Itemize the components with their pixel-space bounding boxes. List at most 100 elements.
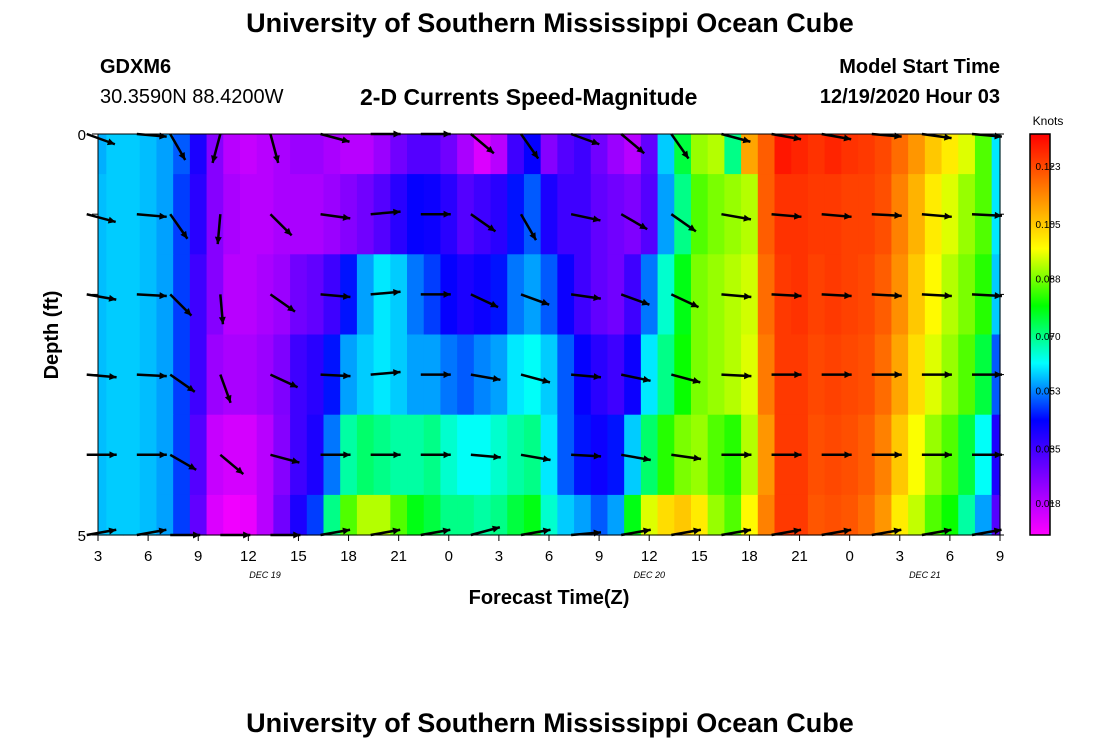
current-arrow — [671, 527, 702, 537]
heatmap-cell — [757, 254, 776, 336]
x-tick-label: 6 — [545, 548, 553, 565]
heatmap-cell — [206, 334, 224, 416]
heatmap-cell — [624, 174, 642, 255]
heatmap-cell — [423, 494, 442, 536]
arrow-head — [793, 212, 802, 220]
x-tick-label: 6 — [144, 548, 152, 565]
arrow-head — [844, 212, 852, 220]
arrow-head — [289, 381, 298, 388]
heatmap-cell — [189, 134, 208, 175]
heatmap-cell — [373, 254, 391, 336]
heatmap-cell — [841, 174, 859, 255]
heatmap-cell — [290, 334, 308, 416]
arrow-head — [186, 384, 195, 392]
heatmap-cell — [858, 134, 876, 175]
arrow-head — [224, 394, 232, 403]
heatmap-cell — [690, 334, 709, 416]
heatmap-cell — [574, 494, 592, 536]
arrow-head — [944, 212, 952, 220]
arrow-head — [284, 227, 292, 236]
arrow-head — [743, 527, 751, 535]
current-arrow — [571, 373, 602, 381]
arrow-head — [593, 294, 601, 302]
current-arrow — [670, 293, 700, 309]
heatmap-cell — [624, 334, 642, 416]
heatmap-cell — [98, 134, 107, 175]
heatmap-cell — [407, 414, 425, 496]
current-arrow — [821, 132, 852, 142]
heatmap-cell — [707, 334, 725, 416]
model-start-label: Model Start Time — [839, 56, 1000, 78]
heatmap-cell — [223, 414, 241, 496]
heatmap-cell — [674, 494, 692, 536]
x-tick-label: 21 — [791, 548, 808, 565]
arrow-head — [159, 372, 167, 380]
arrow-head — [106, 138, 115, 146]
heatmap-cell — [156, 174, 174, 255]
date-label: DEC 20 — [633, 570, 665, 580]
current-arrow — [269, 373, 299, 389]
heatmap-cell — [540, 134, 558, 175]
current-arrow — [520, 293, 550, 306]
current-arrow — [621, 527, 651, 537]
heatmap-cell — [807, 254, 826, 336]
heatmap-cell — [841, 134, 859, 175]
current-arrow — [86, 212, 117, 224]
heatmap-cell — [891, 494, 909, 536]
arrow-head — [109, 451, 117, 459]
heatmap-cell — [557, 134, 575, 175]
current-arrow — [519, 133, 540, 160]
current-arrow — [370, 208, 401, 216]
heatmap-cell — [958, 334, 976, 416]
heatmap-cell — [306, 174, 325, 255]
heatmap-cell — [390, 334, 408, 416]
heatmap-cell — [540, 174, 558, 255]
heatmap-cell — [356, 254, 375, 336]
current-arrow — [871, 211, 902, 219]
heatmap-cell — [507, 174, 525, 255]
arrow-head — [158, 527, 167, 535]
x-tick-label: 9 — [194, 548, 202, 565]
arrow-head — [159, 451, 167, 459]
current-arrow — [136, 212, 167, 220]
current-arrow — [269, 293, 296, 313]
current-arrow — [169, 213, 189, 240]
heatmap-cell — [690, 254, 709, 336]
heatmap-cell — [473, 174, 492, 255]
heatmap-cell — [356, 334, 375, 416]
heatmap-cell — [98, 494, 107, 536]
current-arrow — [136, 527, 167, 537]
heatmap-cell — [490, 254, 508, 336]
arrow-head — [287, 304, 296, 312]
arrow-head — [639, 222, 648, 230]
heatmap-cell — [256, 414, 274, 496]
heatmap-cell — [423, 134, 442, 175]
arrow-head — [743, 214, 751, 222]
heatmap-cell — [457, 334, 475, 416]
current-arrow — [214, 214, 222, 245]
heatmap-cell — [724, 494, 742, 536]
heatmap-cell — [123, 334, 141, 416]
current-arrow — [420, 290, 451, 298]
current-arrow — [470, 133, 495, 155]
arrow-head — [443, 290, 451, 298]
current-arrow — [921, 212, 952, 220]
heatmap-cell — [607, 494, 625, 536]
heatmap-cell — [590, 254, 609, 336]
heatmap-cell — [607, 254, 625, 336]
heatmap-cell — [540, 494, 558, 536]
heatmap-cell — [323, 494, 341, 536]
current-arrow — [519, 213, 538, 241]
heatmap-cell — [457, 414, 475, 496]
heatmap-cell — [273, 494, 291, 536]
current-arrow — [86, 132, 116, 146]
current-arrow — [971, 211, 1003, 219]
heatmap-cell — [306, 414, 325, 496]
colorbar-label: Knots — [1033, 114, 1064, 128]
arrow-head — [994, 371, 1002, 379]
arrow-head — [442, 527, 451, 535]
heatmap-cell — [858, 174, 876, 255]
current-arrow — [570, 293, 601, 302]
heatmap-cell — [239, 414, 258, 496]
